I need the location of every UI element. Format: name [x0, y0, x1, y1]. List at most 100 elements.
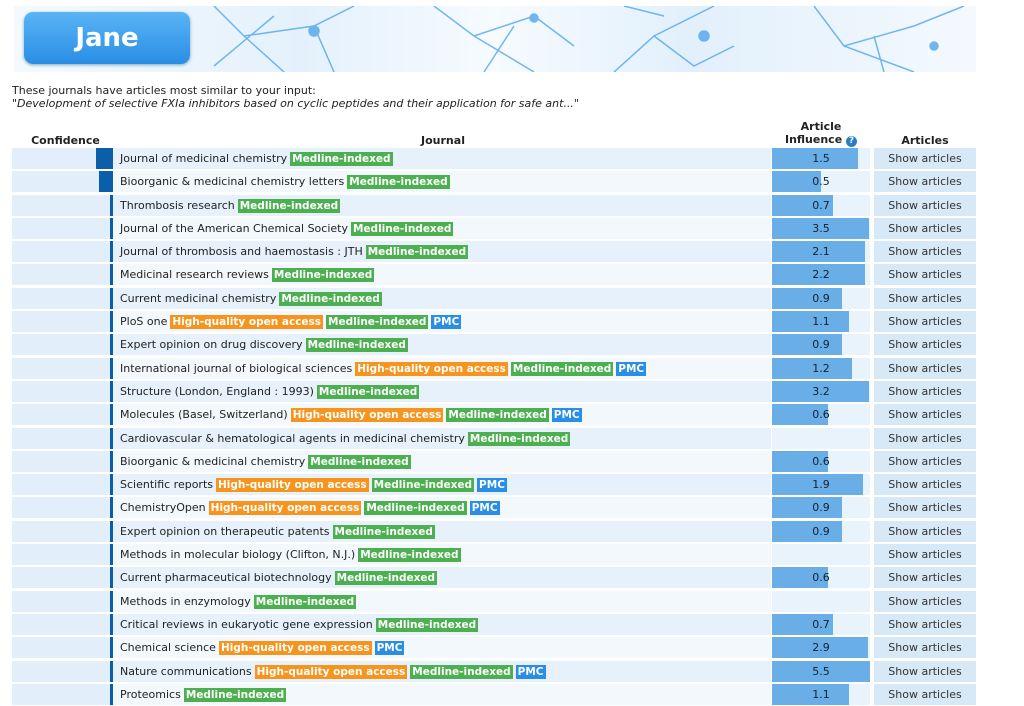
table-row: Molecules (Basel, Switzerland) High-quali… — [12, 403, 976, 426]
journal-cell: Structure (London, England : 1993) Medlin… — [113, 380, 771, 402]
journal-cell: Cardiovascular & hematological agents in… — [113, 427, 771, 449]
help-icon[interactable]: ? — [846, 136, 858, 147]
influence-cell — [772, 427, 870, 449]
journal-name[interactable]: Current medicinal chemistry — [120, 291, 277, 305]
badge-med: Medline-indexed — [467, 431, 571, 446]
show-articles-button[interactable]: Show articles — [874, 660, 976, 682]
journal-cell: Bioorganic & medicinal chemistry Medline-… — [113, 450, 771, 472]
badge-med: Medline-indexed — [350, 221, 454, 236]
show-articles-button[interactable]: Show articles — [874, 217, 976, 239]
confidence-bar — [109, 334, 113, 356]
confidence-bar — [109, 264, 113, 286]
journal-name[interactable]: Expert opinion on therapeutic patents — [120, 524, 330, 538]
badge-oa: High-quality open access — [218, 641, 372, 656]
journal-name[interactable]: Proteomics — [120, 687, 181, 701]
journal-name[interactable]: Bioorganic & medicinal chemistry — [120, 454, 306, 468]
show-articles-button[interactable]: Show articles — [874, 544, 976, 566]
journal-name[interactable]: International journal of biological scie… — [120, 361, 353, 375]
show-articles-button[interactable]: Show articles — [874, 287, 976, 309]
confidence-bar — [109, 241, 113, 263]
show-articles-button[interactable]: Show articles — [874, 380, 976, 402]
journal-name[interactable]: Medicinal research reviews — [120, 268, 269, 282]
journal-name[interactable]: Expert opinion on drug discovery — [120, 338, 303, 352]
journal-name[interactable]: Cardiovascular & hematological agents in… — [120, 431, 465, 445]
show-articles-button[interactable]: Show articles — [874, 194, 976, 216]
show-articles-button[interactable]: Show articles — [874, 357, 976, 379]
journal-name[interactable]: Critical reviews in eukaryotic gene expr… — [120, 617, 373, 631]
journal-name[interactable]: Journal of the American Chemical Society — [120, 221, 348, 235]
table-row: Journal of medicinal chemistry Medline-in… — [12, 147, 976, 170]
journal-name[interactable]: Methods in molecular biology (Clifton, N… — [120, 548, 356, 562]
influence-value: 1.1 — [812, 687, 830, 701]
journal-name[interactable]: Bioorganic & medicinal chemistry letters — [120, 175, 345, 189]
journal-name[interactable]: Thrombosis research — [120, 198, 235, 212]
journal-name[interactable]: PloS one — [120, 315, 168, 329]
header-articles: Articles — [901, 134, 949, 147]
influence-value: 0.6 — [812, 571, 830, 585]
table-row: Critical reviews in eukaryotic gene expr… — [12, 613, 976, 636]
confidence-cell — [12, 590, 113, 612]
influence-bar — [772, 241, 865, 263]
badge-med: Medline-indexed — [375, 617, 479, 632]
show-articles-button[interactable]: Show articles — [874, 474, 976, 496]
show-articles-button[interactable]: Show articles — [874, 241, 976, 263]
journal-name[interactable]: Methods in enzymology — [120, 594, 251, 608]
badge-pmc: PMC — [616, 361, 647, 376]
confidence-cell — [12, 334, 113, 356]
badge-pmc: PMC — [374, 641, 405, 656]
influence-value: 0.6 — [812, 408, 830, 422]
influence-cell: 1.1 — [772, 683, 870, 705]
header-confidence: Confidence — [31, 134, 100, 147]
badge-med: Medline-indexed — [305, 338, 408, 353]
journal-name[interactable]: ChemistryOpen — [120, 501, 206, 515]
confidence-cell — [12, 450, 113, 472]
journal-name[interactable]: Current pharmaceutical biotechnology — [120, 571, 332, 585]
show-articles-button[interactable]: Show articles — [874, 334, 976, 356]
table-row: PloS one High-quality open access Medline-… — [12, 310, 976, 333]
influence-bar — [772, 357, 852, 379]
influence-cell: 1.1 — [772, 311, 870, 333]
show-articles-button[interactable]: Show articles — [874, 613, 976, 635]
influence-bar — [772, 171, 822, 193]
show-articles-button[interactable]: Show articles — [874, 590, 976, 612]
influence-cell: 3.5 — [772, 217, 870, 239]
show-articles-button[interactable]: Show articles — [874, 497, 976, 519]
confidence-bar — [109, 497, 113, 519]
influence-cell: 0.9 — [772, 334, 870, 356]
show-articles-button[interactable]: Show articles — [874, 683, 976, 705]
table-row: Bioorganic & medicinal chemistry letters… — [12, 170, 976, 193]
confidence-bar — [109, 380, 113, 402]
journal-name[interactable]: Molecules (Basel, Switzerland) — [120, 408, 288, 422]
show-articles-button[interactable]: Show articles — [874, 171, 976, 193]
badge-med: Medline-indexed — [183, 687, 287, 702]
confidence-cell — [12, 217, 113, 239]
influence-bar — [772, 334, 843, 356]
jane-logo[interactable]: Jane — [24, 12, 190, 64]
influence-value: 2.9 — [812, 641, 830, 655]
journal-name[interactable]: Journal of medicinal chemistry — [120, 152, 288, 165]
journal-cell: Bioorganic & medicinal chemistry letters… — [113, 171, 771, 193]
show-articles-button[interactable]: Show articles — [874, 520, 976, 542]
badge-oa: High-quality open access — [290, 408, 444, 423]
show-articles-button[interactable]: Show articles — [874, 148, 976, 169]
confidence-bar — [109, 217, 113, 239]
journal-cell: Scientific reports High-quality open acce… — [113, 474, 771, 496]
journal-name[interactable]: Nature communications — [120, 664, 252, 678]
show-articles-button[interactable]: Show articles — [874, 427, 976, 449]
influence-bar — [772, 217, 870, 239]
badge-med: Medline-indexed — [410, 664, 513, 679]
confidence-cell — [12, 264, 113, 286]
show-articles-button[interactable]: Show articles — [874, 311, 976, 333]
badge-med: Medline-indexed — [237, 198, 341, 213]
influence-value: 3.5 — [812, 221, 830, 235]
journal-name[interactable]: Scientific reports — [120, 478, 213, 492]
journal-name[interactable]: Journal of thrombosis and haemostasis : … — [120, 245, 363, 259]
show-articles-button[interactable]: Show articles — [874, 637, 976, 659]
show-articles-button[interactable]: Show articles — [874, 450, 976, 472]
journal-name[interactable]: Structure (London, England : 1993) — [120, 384, 314, 398]
influence-cell: 0.9 — [772, 497, 870, 519]
show-articles-button[interactable]: Show articles — [874, 404, 976, 426]
show-articles-button[interactable]: Show articles — [874, 567, 976, 589]
journal-name[interactable]: Chemical science — [120, 641, 216, 655]
show-articles-button[interactable]: Show articles — [874, 264, 976, 286]
